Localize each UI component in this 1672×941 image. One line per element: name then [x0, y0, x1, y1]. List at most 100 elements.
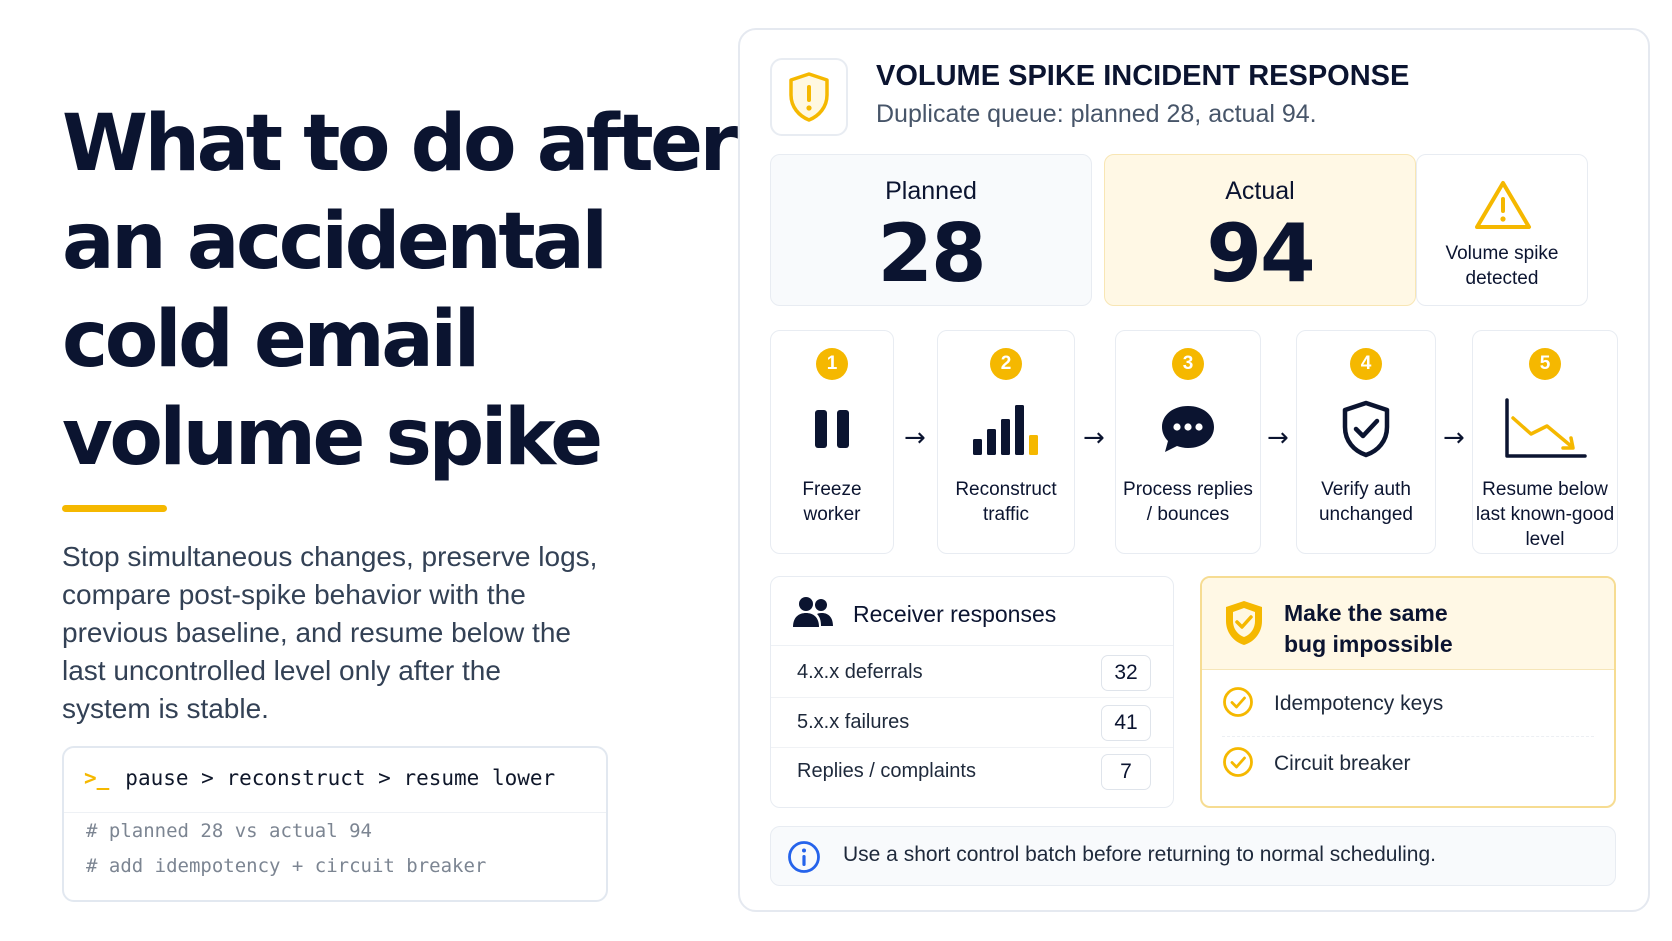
- step-number: 5: [1529, 348, 1561, 380]
- incident-panel: VOLUME SPIKE INCIDENT RESPONSE Duplicate…: [738, 28, 1650, 912]
- step-label-line: unchanged: [1318, 504, 1414, 525]
- trend-down-icon: [1473, 397, 1617, 461]
- spike-alert-text: Volume spike detected: [1417, 241, 1587, 291]
- lead-line: compare post-spike behavior with the: [62, 579, 526, 610]
- divider: [771, 645, 1173, 646]
- response-label: 4.x.x deferrals: [797, 661, 923, 683]
- terminal-prompt-icon: >_: [84, 766, 110, 790]
- code-comment: # planned 28 vs actual 94: [86, 820, 372, 842]
- code-snippet: >_ pause > reconstruct > resume lower # p…: [62, 746, 608, 902]
- step-label: Freeze worker: [771, 477, 893, 527]
- table-row: 4.x.x deferrals 32: [771, 648, 1173, 698]
- receiver-responses-title: Receiver responses: [853, 600, 1057, 627]
- pause-icon: [771, 397, 893, 461]
- code-comment: # add idempotency + circuit breaker: [86, 855, 487, 877]
- headline-line: volume spike: [62, 393, 603, 483]
- step-label-line: Process replies: [1123, 479, 1253, 500]
- step-number: 1: [816, 348, 848, 380]
- code-command-line: >_ pause > reconstruct > resume lower: [84, 766, 555, 790]
- step-number: 4: [1350, 348, 1382, 380]
- step-label-line: traffic: [982, 504, 1030, 525]
- spike-alert-card: Volume spike detected: [1416, 154, 1588, 306]
- arrow-icon: →: [904, 423, 926, 453]
- shield-check-icon: [1222, 598, 1266, 652]
- step-card: 5 Resume below last known-good level: [1472, 330, 1618, 554]
- step-label-line: / bounces: [1146, 504, 1230, 525]
- receiver-responses-header: Receiver responses: [791, 595, 1056, 633]
- prevention-title-line: bug impossible: [1284, 631, 1453, 657]
- shield-alert-icon: [770, 58, 848, 136]
- receiver-responses-card: Receiver responses 4.x.x deferrals 32 5.…: [770, 576, 1174, 808]
- headline-line: cold email: [62, 295, 480, 385]
- response-label: Replies / complaints: [797, 760, 976, 782]
- arrow-icon: →: [1267, 423, 1289, 453]
- step-label: Process replies / bounces: [1116, 477, 1260, 527]
- response-count-badge: 32: [1101, 655, 1151, 691]
- actual-label: Actual: [1225, 177, 1295, 205]
- prevention-item-label: Idempotency keys: [1274, 692, 1444, 715]
- list-item: Idempotency keys: [1222, 686, 1443, 722]
- headline-line: an accidental: [62, 197, 608, 287]
- step-card: 3 Process replies / bounces: [1115, 330, 1261, 554]
- alert-line: Volume spike: [1445, 243, 1559, 264]
- bar-chart-icon: [938, 397, 1074, 461]
- info-note-text: Use a short control batch before returni…: [843, 843, 1436, 866]
- panel-title: VOLUME SPIKE INCIDENT RESPONSE: [876, 60, 1410, 92]
- prevention-item-label: Circuit breaker: [1274, 752, 1411, 775]
- step-label: Reconstruct traffic: [938, 477, 1074, 527]
- lead-line: Stop simultaneous changes, preserve logs…: [62, 541, 598, 572]
- prevention-card: Make the same bug impossible Idempotency…: [1200, 576, 1616, 808]
- response-count-badge: 7: [1101, 754, 1151, 790]
- users-icon: [791, 595, 835, 633]
- chat-bubble-icon: [1116, 397, 1260, 461]
- shield-check-icon: [1297, 397, 1435, 461]
- accent-underline: [62, 505, 167, 512]
- planned-label: Planned: [885, 177, 977, 205]
- step-label-line: Verify auth: [1321, 479, 1411, 500]
- check-circle-icon: [1222, 746, 1254, 782]
- step-card: 1 Freeze worker: [770, 330, 894, 554]
- code-divider: [64, 812, 606, 813]
- lead-paragraph: Stop simultaneous changes, preserve logs…: [62, 538, 642, 728]
- lead-line: system is stable.: [62, 693, 269, 724]
- planned-stat-card: Planned 28: [770, 154, 1092, 306]
- step-card: 4 Verify auth unchanged: [1296, 330, 1436, 554]
- prevention-title-line: Make the same: [1284, 600, 1448, 626]
- lead-line: last uncontrolled level only after the: [62, 655, 501, 686]
- check-circle-icon: [1222, 686, 1254, 722]
- response-label: 5.x.x failures: [797, 711, 910, 733]
- prevention-title: Make the same bug impossible: [1284, 598, 1453, 660]
- list-item: Circuit breaker: [1222, 746, 1411, 782]
- table-row: Replies / complaints 7: [771, 747, 1173, 797]
- step-label-line: Freeze: [802, 479, 862, 500]
- step-label-line: worker: [803, 504, 861, 525]
- step-card: 2 Reconstruct traffic: [937, 330, 1075, 554]
- prevention-header: Make the same bug impossible: [1202, 578, 1614, 670]
- arrow-icon: →: [1443, 423, 1465, 453]
- step-label: Resume below last known-good level: [1473, 477, 1617, 552]
- page-title: What to do after an accidental cold emai…: [62, 95, 738, 487]
- code-command: pause > reconstruct > resume lower: [125, 766, 556, 790]
- step-label: Verify auth unchanged: [1297, 477, 1435, 527]
- alert-line: detected: [1465, 268, 1539, 289]
- step-label-line: Reconstruct: [955, 479, 1057, 500]
- actual-stat-card: Actual 94: [1104, 154, 1416, 306]
- step-label-line: last known-good: [1475, 504, 1615, 525]
- warning-triangle-icon: [1473, 179, 1533, 235]
- response-count-badge: 41: [1101, 705, 1151, 741]
- arrow-icon: →: [1083, 423, 1105, 453]
- headline-line: What to do after: [62, 99, 738, 189]
- step-number: 2: [990, 348, 1022, 380]
- divider: [1222, 736, 1594, 737]
- step-label-line: Resume below: [1482, 479, 1608, 500]
- step-label-line: level: [1525, 529, 1565, 550]
- panel-subtitle: Duplicate queue: planned 28, actual 94.: [876, 100, 1317, 128]
- table-row: 5.x.x failures 41: [771, 698, 1173, 748]
- step-number: 3: [1172, 348, 1204, 380]
- info-icon: [787, 840, 821, 878]
- planned-value: 28: [877, 207, 986, 300]
- lead-line: previous baseline, and resume below the: [62, 617, 571, 648]
- actual-value: 94: [1206, 207, 1315, 300]
- headline-block: What to do after an accidental cold emai…: [62, 95, 738, 487]
- info-note: Use a short control batch before returni…: [770, 826, 1616, 886]
